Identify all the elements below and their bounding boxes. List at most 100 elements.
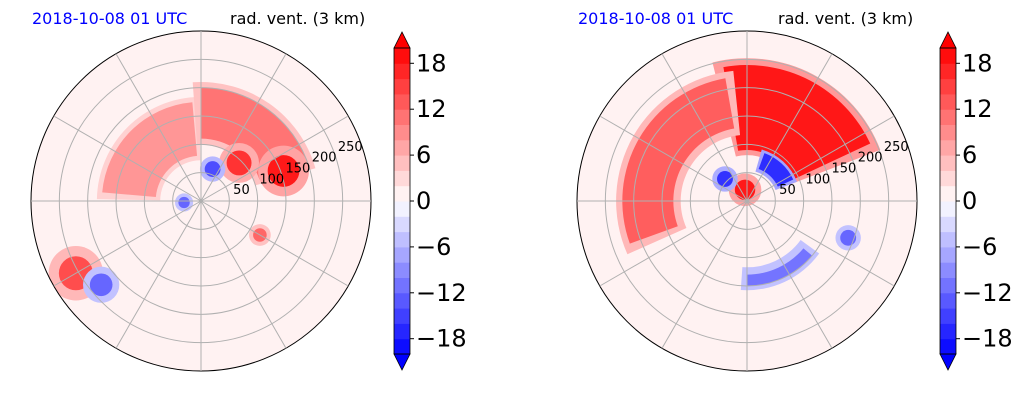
right-ring-label: 250 bbox=[884, 140, 909, 155]
left-title-variable: rad. vent. (3 km) bbox=[230, 9, 365, 28]
right-grid-spoke bbox=[746, 200, 895, 287]
right-colorbar-band bbox=[940, 246, 956, 263]
left-colorbar: 18 12 6 0 −6 −12 −18 bbox=[393, 31, 467, 371]
left-colorbar-band bbox=[394, 170, 410, 187]
left-grid-spoke bbox=[115, 200, 202, 349]
left-colorbar-band bbox=[394, 308, 410, 324]
left-colorbar-band bbox=[394, 262, 410, 278]
left-feature-blob-4 bbox=[204, 161, 221, 177]
right-colorbar: 18 12 6 0 −6 −12 −18 bbox=[939, 31, 1013, 371]
left-colorbar-tick-label: −18 bbox=[416, 325, 467, 353]
left-ring-label: 150 bbox=[286, 161, 311, 176]
left-colorbar-band bbox=[394, 201, 410, 217]
right-feature-blob-4 bbox=[717, 171, 733, 187]
right-ring-label: 100 bbox=[805, 172, 830, 187]
right-colorbar-band bbox=[940, 323, 956, 340]
right-colorbar-extend-bottom bbox=[939, 353, 957, 371]
left-feature-blob-2 bbox=[267, 155, 300, 187]
right-ring-label: 150 bbox=[832, 161, 857, 176]
right-colorbar-band bbox=[940, 262, 956, 278]
left-colorbar-band bbox=[394, 185, 410, 202]
right-colorbar-band bbox=[940, 201, 956, 217]
right-colorbar-tick-label: −12 bbox=[962, 279, 1013, 307]
left-feature-blob-7 bbox=[89, 273, 113, 297]
left-grid-spoke bbox=[53, 115, 202, 202]
right-colorbar-band bbox=[940, 277, 956, 294]
left-colorbar-tick-label: 12 bbox=[416, 95, 447, 123]
right-grid-spoke bbox=[661, 200, 748, 349]
left-feature-blob-3 bbox=[226, 150, 252, 176]
right-grid-spoke bbox=[599, 115, 748, 202]
right-colorbar-band bbox=[940, 48, 956, 64]
left-grid-spoke bbox=[200, 200, 349, 287]
left-ring-label: 250 bbox=[338, 140, 363, 155]
right-grid-spoke bbox=[746, 53, 833, 202]
right-polar-grid bbox=[577, 31, 917, 371]
left-feature-blob-5 bbox=[178, 196, 190, 209]
right-colorbar-tick-label: 0 bbox=[962, 187, 977, 215]
left-panel: 2018-10-08 01 UTC rad. vent. (3 km) 50 10… bbox=[30, 9, 467, 372]
left-colorbar-band bbox=[394, 155, 410, 171]
right-colorbar-band bbox=[940, 139, 956, 156]
right-colorbar-band bbox=[940, 124, 956, 141]
left-colorbar-band bbox=[394, 246, 410, 263]
right-colorbar-band bbox=[940, 292, 956, 309]
left-grid-spoke bbox=[200, 115, 349, 202]
right-panel: 2018-10-08 01 UTC rad. vent. (3 km) 50 10… bbox=[576, 9, 1013, 372]
right-colorbar-band bbox=[940, 109, 956, 125]
left-colorbar-band bbox=[394, 323, 410, 340]
left-colorbar-tick-label: 0 bbox=[416, 187, 431, 215]
right-colorbar-tick-label: 18 bbox=[962, 49, 993, 77]
right-ring-label: 200 bbox=[858, 151, 883, 166]
left-colorbar-tick-label: 18 bbox=[416, 49, 447, 77]
left-colorbar-tick-label: −6 bbox=[416, 233, 451, 261]
right-colorbar-tick-label: 6 bbox=[962, 141, 977, 169]
right-feature-band-5 bbox=[747, 248, 813, 286]
right-grid-spoke bbox=[746, 200, 833, 349]
left-ring-label: 100 bbox=[259, 172, 284, 187]
right-colorbar-band bbox=[940, 93, 956, 110]
left-ring-label: 200 bbox=[312, 151, 337, 166]
left-colorbar-band bbox=[394, 63, 410, 80]
left-colorbar-band bbox=[394, 231, 410, 248]
left-colorbar-band bbox=[394, 277, 410, 294]
right-colorbar-band bbox=[940, 185, 956, 202]
right-grid-spoke bbox=[661, 53, 748, 202]
left-colorbar-extend-top bbox=[393, 31, 411, 49]
right-polar-plot bbox=[577, 31, 917, 371]
right-colorbar-tick-label: −6 bbox=[962, 233, 997, 261]
left-grid-spoke bbox=[200, 200, 287, 349]
right-title-date: 2018-10-08 01 UTC bbox=[578, 9, 733, 28]
right-colorbar-band bbox=[940, 78, 956, 95]
right-colorbar-band bbox=[940, 63, 956, 80]
right-grid-spoke bbox=[746, 115, 895, 202]
left-colorbar-tick-label: 6 bbox=[416, 141, 431, 169]
right-title-variable: rad. vent. (3 km) bbox=[778, 9, 913, 28]
left-title-date: 2018-10-08 01 UTC bbox=[32, 9, 187, 28]
right-colorbar-band bbox=[940, 155, 956, 171]
right-colorbar-band bbox=[940, 308, 956, 324]
left-ring-label: 50 bbox=[233, 183, 250, 198]
left-colorbar-band bbox=[394, 109, 410, 125]
right-colorbar-band bbox=[940, 338, 956, 355]
right-colorbar-tick-label: 12 bbox=[962, 95, 993, 123]
left-colorbar-band bbox=[394, 338, 410, 355]
left-feature-band-0 bbox=[102, 102, 198, 198]
right-colorbar-band bbox=[940, 216, 956, 233]
left-colorbar-tick-label: −12 bbox=[416, 279, 467, 307]
left-colorbar-band bbox=[394, 124, 410, 141]
left-colorbar-band bbox=[394, 139, 410, 156]
right-grid-spoke bbox=[599, 200, 748, 287]
right-ring-label: 50 bbox=[779, 183, 796, 198]
left-colorbar-band bbox=[394, 48, 410, 64]
right-colorbar-extend-top bbox=[939, 31, 957, 49]
right-colorbar-band bbox=[940, 231, 956, 248]
right-colorbar-tick-label: −18 bbox=[962, 325, 1013, 353]
left-colorbar-band bbox=[394, 216, 410, 233]
right-feature-blob-6 bbox=[840, 229, 857, 246]
right-colorbar-band bbox=[940, 170, 956, 187]
left-colorbar-band bbox=[394, 93, 410, 110]
